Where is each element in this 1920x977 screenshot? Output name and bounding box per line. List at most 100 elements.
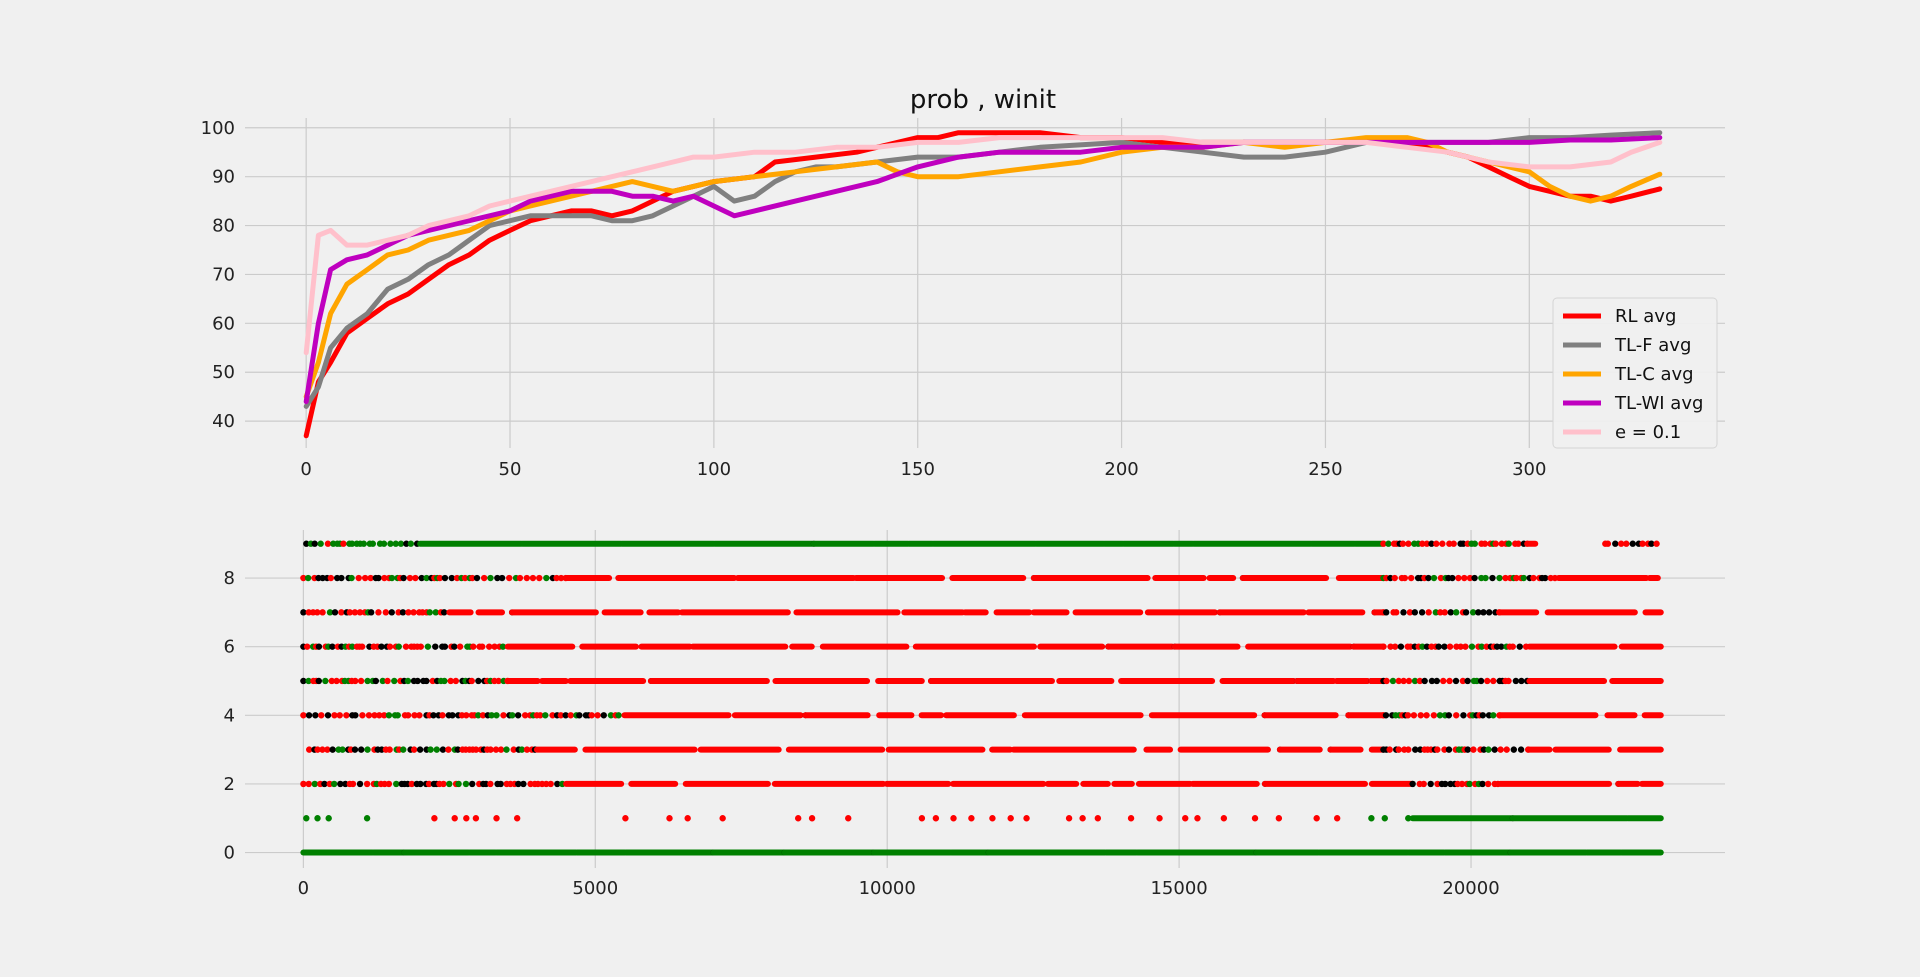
- scatter-point: [1459, 677, 1467, 685]
- scatter-point: [1405, 540, 1412, 547]
- scatter-point: [1411, 677, 1419, 685]
- scatter-point: [1484, 780, 1492, 788]
- scatter-point: [445, 746, 452, 753]
- scatter-point: [402, 643, 410, 650]
- bottom-y-tick-label: 0: [224, 843, 235, 864]
- scatter-point: [1447, 609, 1454, 616]
- scatter-point: [1490, 677, 1497, 685]
- scatter-point: [1439, 540, 1446, 547]
- scatter-point: [400, 746, 407, 753]
- scatter-point: [425, 780, 433, 788]
- scatter-point: [521, 712, 529, 719]
- scatter-point: [1410, 712, 1418, 719]
- scatter-point: [447, 677, 454, 685]
- scatter-point: [407, 540, 415, 547]
- scatter-point: [379, 677, 386, 685]
- scatter-point: [1251, 815, 1259, 822]
- scatter-point: [1399, 540, 1407, 547]
- top-grid: [245, 118, 1725, 448]
- scatter-point: [536, 574, 543, 582]
- scatter-point: [360, 540, 367, 547]
- scatter-point: [463, 712, 470, 719]
- scatter-point: [469, 574, 476, 582]
- scatter-point: [1485, 746, 1492, 753]
- scatter-point: [1387, 643, 1394, 650]
- scatter-point: [1441, 746, 1448, 753]
- scatter-point: [513, 815, 521, 822]
- legend: RL avg TL-F avg TL-C avg TL-WI avg e = 0.1: [1552, 297, 1718, 449]
- scatter-point: [1629, 540, 1636, 547]
- scatter-point: [326, 780, 333, 788]
- scatter-point: [361, 574, 369, 582]
- scatter-point: [414, 677, 421, 685]
- scatter-point: [311, 540, 318, 547]
- scatter-point: [1437, 609, 1444, 616]
- scatter-point: [423, 677, 430, 685]
- scatter-point: [300, 609, 307, 616]
- scatter-point: [1401, 574, 1409, 582]
- scatter-point: [487, 780, 494, 788]
- scatter-point: [411, 712, 418, 719]
- scatter-point: [356, 609, 364, 616]
- scatter-point: [462, 780, 470, 788]
- top-series-lines: [303, 130, 1663, 439]
- top-x-tick-label: 100: [697, 459, 731, 480]
- scatter-point: [1604, 540, 1612, 547]
- bottom-x-tick-label: 5000: [572, 878, 618, 899]
- scatter-point: [1496, 574, 1503, 582]
- scatter-point: [515, 780, 522, 788]
- scatter-point: [440, 609, 448, 616]
- scatter-point: [1275, 815, 1283, 822]
- scatter-point: [968, 815, 975, 822]
- scatter-point: [1458, 780, 1466, 788]
- scatter-point: [1541, 574, 1549, 582]
- scatter-point: [325, 815, 332, 822]
- legend-label-3: TL-WI avg: [1614, 393, 1703, 414]
- scatter-point: [357, 677, 365, 685]
- scatter-point: [1400, 677, 1407, 685]
- scatter-point: [1385, 540, 1392, 547]
- scatter-point: [330, 780, 338, 788]
- scatter-point: [549, 712, 556, 719]
- scatter-point: [1435, 643, 1442, 650]
- bottom-x-tick-label: 0: [298, 878, 309, 899]
- scatter-point: [1416, 677, 1424, 685]
- scatter-point: [1520, 574, 1527, 582]
- legend-box: [1552, 297, 1718, 449]
- scatter-point: [328, 677, 335, 685]
- scatter-point: [338, 609, 345, 616]
- scatter-point: [1442, 780, 1449, 788]
- scatter-point: [1423, 643, 1431, 650]
- top-y-tick-label: 60: [212, 313, 235, 334]
- top-x-tick-label: 150: [901, 459, 935, 480]
- scatter-point: [1423, 712, 1430, 719]
- scatter-point: [311, 780, 318, 788]
- scatter-point: [338, 574, 345, 582]
- legend-label-0: RL avg: [1615, 306, 1676, 327]
- scatter-point: [331, 609, 339, 616]
- scatter-point: [1491, 746, 1498, 753]
- scatter-point: [622, 815, 629, 822]
- scatter-point: [499, 643, 507, 650]
- scatter-point: [349, 643, 356, 650]
- scatter-point: [408, 780, 415, 788]
- scatter-point: [439, 746, 447, 753]
- bottom-y-tick-label: 6: [224, 637, 235, 658]
- scatter-point: [607, 712, 615, 719]
- scatter-point: [416, 746, 424, 753]
- scatter-point: [1453, 712, 1460, 719]
- scatter-point: [300, 712, 307, 719]
- bottom-x-tick-label: 20000: [1442, 878, 1499, 899]
- scatter-point: [1406, 609, 1414, 616]
- scatter-point: [1418, 609, 1426, 616]
- scatter-point: [497, 780, 504, 788]
- scatter-point: [509, 712, 516, 719]
- scatter-point: [1391, 574, 1398, 582]
- scatter-point: [369, 540, 377, 547]
- scatter-point: [382, 609, 390, 616]
- scatter-point: [1411, 609, 1419, 616]
- scatter-point: [1489, 574, 1496, 582]
- scatter-point: [479, 643, 486, 650]
- scatter-point: [1079, 815, 1086, 822]
- scatter-point: [449, 712, 456, 719]
